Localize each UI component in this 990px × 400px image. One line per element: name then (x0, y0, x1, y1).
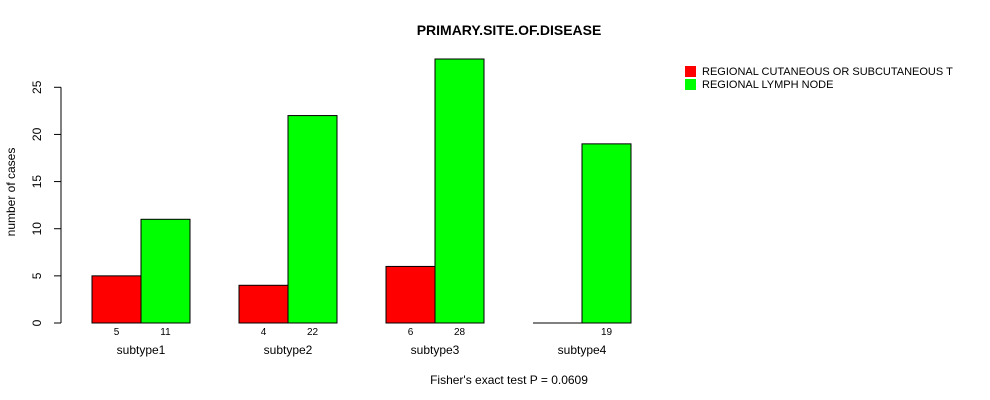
y-tick-label: 10 (30, 222, 44, 236)
bar (91, 275, 142, 324)
bar-value-label: 19 (601, 327, 613, 338)
chart-title: PRIMARY.SITE.OF.DISEASE (417, 22, 602, 38)
bar-value-label: 22 (307, 327, 319, 338)
y-tick-label: 20 (30, 127, 44, 141)
legend-entry: REGIONAL CUTANEOUS OR SUBCUTANEOUS T (702, 66, 953, 78)
bar (287, 115, 338, 324)
x-category-label: subtype1 (117, 343, 166, 357)
legend-swatch (685, 66, 696, 77)
bar (238, 284, 289, 324)
legend-entry: REGIONAL LYMPH NODE (702, 79, 833, 91)
y-tick-label: 25 (30, 80, 44, 94)
fisher-test-annotation: Fisher's exact test P = 0.0609 (430, 373, 588, 387)
bar (385, 265, 436, 324)
category-labels: subtype1 subtype2 subtype3 subtype4 (117, 343, 607, 357)
y-tick-label: 15 (30, 175, 44, 189)
bar-value-label: 4 (261, 327, 267, 338)
legend: REGIONAL CUTANEOUS OR SUBCUTANEOUS TREGI… (685, 66, 953, 91)
bars (91, 58, 632, 324)
bar-value-label: 28 (454, 327, 466, 338)
x-category-label: subtype3 (411, 343, 460, 357)
y-axis: 0 5 10 15 20 25 (30, 80, 62, 326)
value-labels: 5 11 4 22 6 28 19 (114, 327, 613, 338)
bar-value-label: 11 (160, 327, 171, 338)
legend-swatch (685, 79, 696, 90)
bar (140, 218, 191, 324)
bar-value-label: 6 (408, 327, 414, 338)
x-category-label: subtype2 (264, 343, 313, 357)
y-axis-label: number of cases (4, 148, 18, 237)
bar (581, 143, 632, 324)
y-tick-label: 0 (30, 319, 44, 326)
bar (434, 58, 485, 324)
bar-value-label: 5 (114, 327, 120, 338)
x-category-label: subtype4 (558, 343, 607, 357)
y-tick-label: 5 (30, 272, 44, 279)
